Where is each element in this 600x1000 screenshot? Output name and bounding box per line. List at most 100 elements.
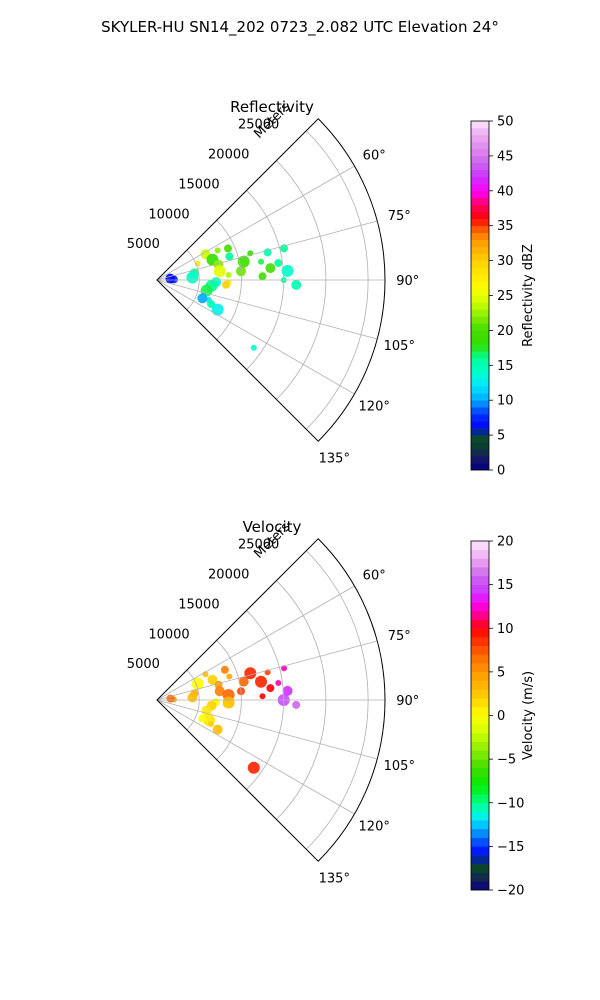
azimuth-tick-label: 75° bbox=[388, 629, 411, 644]
azimuth-gridline bbox=[156, 165, 355, 281]
echo-mark bbox=[187, 692, 198, 703]
colorbar-level bbox=[471, 715, 489, 725]
colorbar-level bbox=[471, 127, 489, 136]
colorbar-level bbox=[471, 558, 489, 568]
echo-mark bbox=[214, 247, 221, 254]
colorbar-level bbox=[471, 183, 489, 192]
echo-mark bbox=[238, 676, 249, 687]
colorbar-level bbox=[471, 846, 489, 856]
colorbar-level bbox=[471, 386, 489, 394]
colorbar-level bbox=[471, 323, 489, 331]
colorbar-level bbox=[471, 204, 489, 213]
azimuth-tick-label: 135° bbox=[319, 451, 350, 466]
azimuth-tick-label: 75° bbox=[388, 209, 411, 224]
azimuth-tick-label: 120° bbox=[359, 819, 390, 834]
colorbar-level bbox=[471, 837, 489, 847]
colorbar-level bbox=[471, 567, 489, 577]
colorbar-tick-label: 20 bbox=[497, 324, 514, 339]
colorbar-level bbox=[471, 134, 489, 143]
colorbar-tick-label: 15 bbox=[497, 578, 514, 593]
colorbar-tick-label: 0 bbox=[497, 709, 505, 724]
colorbar-level bbox=[471, 654, 489, 664]
echo-mark bbox=[222, 280, 231, 289]
colorbar-level bbox=[471, 802, 489, 812]
colorbar-level bbox=[471, 211, 489, 220]
colorbar-tick-label: 10 bbox=[497, 394, 514, 409]
colorbar-level bbox=[471, 246, 489, 254]
colorbar-level bbox=[471, 680, 489, 690]
colorbar-level bbox=[471, 628, 489, 638]
colorbar-level bbox=[471, 309, 489, 317]
echo-mark bbox=[214, 686, 225, 697]
radial-tick-label: 15000 bbox=[178, 177, 219, 192]
colorbar-level bbox=[471, 732, 489, 742]
colorbar-level bbox=[471, 750, 489, 760]
colorbar-level bbox=[471, 281, 489, 289]
azimuth-tick-label: 60° bbox=[363, 569, 386, 584]
colorbar-level bbox=[471, 176, 489, 185]
colorbar-level bbox=[471, 337, 489, 345]
colorbar-level bbox=[471, 776, 489, 786]
colorbar-level bbox=[471, 636, 489, 647]
colorbar-level bbox=[471, 141, 489, 150]
colorbar-level bbox=[471, 435, 489, 443]
echo-mark bbox=[225, 272, 232, 278]
velocity-panel: Velocity500010000150002000025000Meters60… bbox=[127, 518, 536, 899]
azimuth-gridline bbox=[156, 640, 378, 701]
colorbar-level bbox=[471, 225, 489, 233]
echo-mark bbox=[258, 258, 264, 265]
reflectivity-panel: Reflectivity500010000150002000025000Mete… bbox=[127, 98, 536, 479]
colorbar-level bbox=[471, 619, 489, 629]
colorbar-tick-label: 15 bbox=[497, 359, 514, 374]
colorbar-level bbox=[471, 218, 489, 226]
radial-tick-label: 5000 bbox=[127, 657, 160, 672]
colorbar-level bbox=[471, 274, 489, 282]
colorbar-level bbox=[471, 698, 489, 708]
colorbar-level bbox=[471, 295, 489, 303]
colorbar-level bbox=[471, 456, 489, 464]
colorbar-tick-label: 45 bbox=[497, 149, 514, 164]
colorbar-level bbox=[471, 602, 489, 612]
colorbar-tick-label: −20 bbox=[497, 884, 524, 899]
colorbar-level bbox=[471, 785, 489, 795]
radial-tick-label: 10000 bbox=[148, 207, 189, 222]
colorbar-level bbox=[471, 169, 489, 178]
colorbar-level bbox=[471, 121, 489, 129]
colorbar-tick-label: 35 bbox=[497, 219, 514, 234]
colorbar-tick-label: 25 bbox=[497, 289, 514, 304]
echo-mark bbox=[226, 673, 233, 680]
panel-title: Velocity bbox=[243, 518, 302, 536]
colorbar-level bbox=[471, 741, 489, 751]
echo-mark bbox=[250, 344, 257, 351]
azimuth-gridline bbox=[156, 699, 378, 760]
echo-layer bbox=[166, 665, 301, 774]
echo-mark bbox=[212, 724, 223, 735]
radial-tick-label: 15000 bbox=[178, 597, 219, 612]
echo-mark bbox=[244, 667, 257, 680]
colorbar-level bbox=[471, 428, 489, 436]
sector-outline bbox=[156, 538, 386, 862]
colorbar: 0 5 10 15 20 25 30 35 40 45 50 Reflectivity dBZ bbox=[470, 115, 536, 479]
azimuth-tick-label: 105° bbox=[384, 339, 415, 354]
colorbar-level bbox=[471, 372, 489, 380]
colorbar-level bbox=[471, 610, 489, 620]
radial-tick-label: 10000 bbox=[148, 627, 189, 642]
echo-mark bbox=[186, 271, 199, 284]
echo-mark bbox=[275, 680, 282, 686]
echo-mark bbox=[237, 255, 250, 268]
colorbar-tick-label: 50 bbox=[497, 115, 514, 130]
echo-mark bbox=[223, 701, 230, 708]
colorbar-tick-label: −15 bbox=[497, 840, 524, 855]
echo-mark bbox=[225, 252, 234, 261]
colorbar-level bbox=[471, 689, 489, 699]
azimuth-gridline bbox=[156, 220, 378, 281]
colorbar-tick-label: 30 bbox=[497, 254, 514, 269]
colorbar-level bbox=[471, 162, 489, 171]
colorbar-tick-label: −5 bbox=[497, 753, 516, 768]
colorbar-level bbox=[471, 267, 489, 275]
colorbar-level bbox=[471, 365, 489, 373]
echo-mark bbox=[265, 263, 276, 274]
azimuth-tick-label: 135° bbox=[319, 871, 350, 886]
echo-mark bbox=[291, 279, 302, 290]
